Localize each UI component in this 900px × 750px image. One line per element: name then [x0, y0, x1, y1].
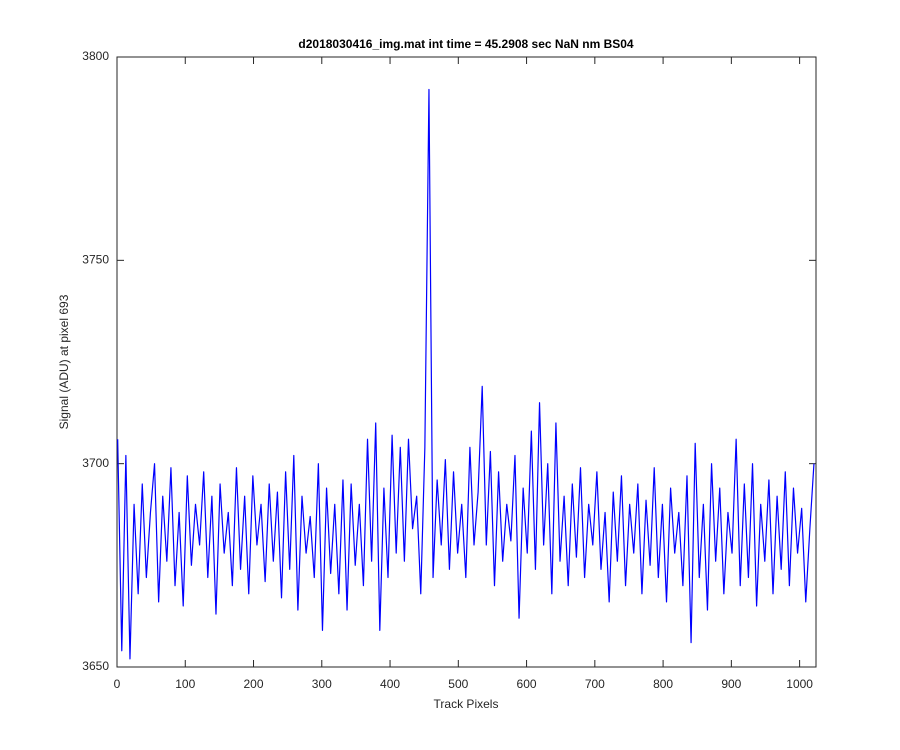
x-tick-label: 300 [312, 677, 332, 691]
x-tick-label: 400 [380, 677, 400, 691]
chart-title: d2018030416_img.mat int time = 45.2908 s… [298, 37, 634, 51]
y-tick-label: 3800 [82, 49, 109, 63]
x-tick-label: 0 [114, 677, 121, 691]
x-tick-label: 700 [585, 677, 605, 691]
y-tick-label: 3650 [82, 659, 109, 673]
x-tick-label: 800 [653, 677, 673, 691]
x-tick-label: 200 [244, 677, 264, 691]
y-tick-label: 3700 [82, 456, 109, 470]
x-tick-label: 600 [517, 677, 537, 691]
axes-box [116, 56, 817, 668]
x-tick-label: 500 [448, 677, 468, 691]
data-line [117, 88, 815, 660]
x-tick-label: 1000 [786, 677, 813, 691]
y-axis-label: Signal (ADU) at pixel 693 [57, 294, 71, 429]
y-tick-label: 3750 [82, 253, 109, 267]
x-axis-label: Track Pixels [434, 697, 499, 711]
x-tick-label: 900 [721, 677, 741, 691]
x-tick-label: 100 [175, 677, 195, 691]
